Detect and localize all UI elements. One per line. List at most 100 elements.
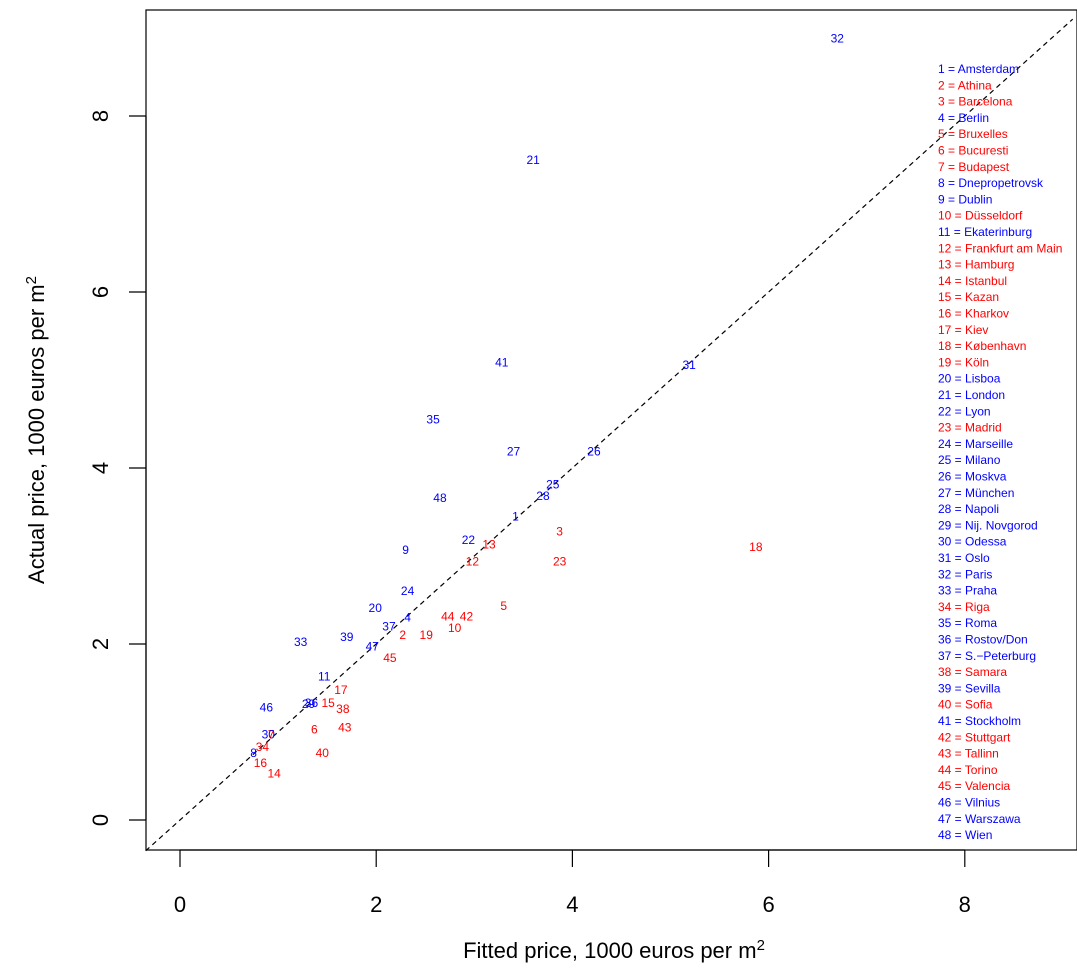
legend-entry: 28 = Napoli bbox=[938, 502, 999, 516]
data-point-5: 5 bbox=[500, 599, 507, 613]
data-point-2: 2 bbox=[399, 628, 406, 642]
legend-entry: 23 = Madrid bbox=[938, 421, 1002, 435]
legend-entry: 42 = Stuttgart bbox=[938, 730, 1011, 744]
data-point-47: 47 bbox=[366, 640, 380, 654]
legend-entry: 31 = Oslo bbox=[938, 551, 990, 565]
legend-entry: 47 = Warszawa bbox=[938, 812, 1021, 826]
legend-entry: 29 = Nij. Novgorod bbox=[938, 518, 1038, 532]
reference-line-group bbox=[145, 18, 1074, 852]
reference-line-y-equals-x bbox=[145, 18, 1074, 852]
data-point-39: 39 bbox=[340, 630, 354, 644]
legend-entry: 26 = Moskva bbox=[938, 470, 1007, 484]
data-point-9: 9 bbox=[402, 543, 409, 557]
data-point-6: 6 bbox=[311, 722, 318, 736]
data-point-12: 12 bbox=[466, 554, 480, 568]
legend: 1 = Amsterdam 2 = Athina 3 = Barcelona 4 = … bbox=[938, 62, 1062, 842]
data-point-10: 10 bbox=[448, 621, 462, 635]
x-axis: 0 2 4 6 8 bbox=[174, 849, 971, 917]
data-point-37: 37 bbox=[382, 619, 396, 633]
legend-entry: 4 = Berlin bbox=[938, 111, 989, 125]
legend-entry: 14 = Istanbul bbox=[938, 274, 1007, 288]
legend-entry: 24 = Marseille bbox=[938, 437, 1013, 451]
data-point-30: 30 bbox=[262, 728, 276, 742]
data-point-17: 17 bbox=[334, 683, 348, 697]
legend-entry: 17 = Kiev bbox=[938, 323, 988, 337]
y-axis-title: Actual price, 1000 euros per m2 bbox=[23, 276, 50, 584]
data-point-14: 14 bbox=[267, 766, 281, 780]
x-axis-title: Fitted price, 1000 euros per m2 bbox=[463, 937, 765, 964]
data-point-3: 3 bbox=[556, 524, 563, 538]
data-point-26: 26 bbox=[587, 444, 601, 458]
legend-entry: 45 = Valencia bbox=[938, 779, 1010, 793]
legend-entry: 19 = Köln bbox=[938, 355, 989, 369]
legend-entry: 11 = Ekaterinburg bbox=[938, 225, 1032, 239]
data-point-32: 32 bbox=[831, 32, 845, 46]
data-point-22: 22 bbox=[462, 533, 476, 547]
legend-entry: 21 = London bbox=[938, 388, 1005, 402]
y-tick-label: 4 bbox=[88, 462, 113, 474]
y-tick-label: 0 bbox=[88, 814, 113, 826]
legend-entry: 35 = Roma bbox=[938, 616, 997, 630]
data-point-36: 36 bbox=[305, 696, 319, 710]
legend-entry: 25 = Milano bbox=[938, 453, 1001, 467]
legend-entry: 3 = Barcelona bbox=[938, 95, 1013, 109]
legend-entry: 44 = Torino bbox=[938, 763, 998, 777]
data-point-43: 43 bbox=[338, 721, 352, 735]
legend-entry: 38 = Samara bbox=[938, 665, 1007, 679]
data-point-45: 45 bbox=[383, 651, 397, 665]
legend-entry: 9 = Dublin bbox=[938, 192, 992, 206]
data-point-18: 18 bbox=[749, 540, 763, 554]
legend-entry: 40 = Sofia bbox=[938, 698, 993, 712]
legend-entry: 1 = Amsterdam bbox=[938, 62, 1019, 76]
y-tick-label: 8 bbox=[88, 110, 113, 122]
x-tick-label: 2 bbox=[370, 892, 382, 917]
data-point-11: 11 bbox=[318, 670, 331, 684]
data-point-13: 13 bbox=[482, 538, 496, 552]
legend-entry: 33 = Praha bbox=[938, 584, 997, 598]
legend-entry: 36 = Rostov/Don bbox=[938, 633, 1028, 647]
data-point-1: 1 bbox=[512, 509, 519, 523]
legend-entry: 46 = Vilnius bbox=[938, 796, 1000, 810]
x-axis-title-sup: 2 bbox=[757, 937, 765, 954]
data-point-34: 34 bbox=[256, 740, 270, 754]
data-point-24: 24 bbox=[401, 584, 415, 598]
legend-entry: 13 = Hamburg bbox=[938, 258, 1014, 272]
legend-entry: 37 = S.−Peterburg bbox=[938, 649, 1036, 663]
data-point-42: 42 bbox=[460, 610, 474, 624]
legend-entry: 30 = Odessa bbox=[938, 535, 1007, 549]
legend-entry: 6 = Bucuresti bbox=[938, 144, 1008, 158]
legend-entry: 22 = Lyon bbox=[938, 404, 991, 418]
data-point-46: 46 bbox=[260, 700, 274, 714]
x-tick-label: 8 bbox=[959, 892, 971, 917]
legend-entry: 16 = Kharkov bbox=[938, 307, 1009, 321]
legend-entry: 7 = Budapest bbox=[938, 160, 1010, 174]
legend-entry: 32 = Paris bbox=[938, 567, 992, 581]
data-point-33: 33 bbox=[294, 635, 308, 649]
legend-entry: 18 = København bbox=[938, 339, 1026, 353]
y-tick-label: 6 bbox=[88, 286, 113, 298]
x-axis-title-main: Fitted price, 1000 euros per m bbox=[463, 938, 756, 963]
legend-entry: 8 = Dnepropetrovsk bbox=[938, 176, 1044, 190]
y-axis-title-sup: 2 bbox=[23, 276, 40, 284]
data-point-21: 21 bbox=[526, 153, 540, 167]
legend-entry: 15 = Kazan bbox=[938, 290, 999, 304]
data-point-25: 25 bbox=[546, 478, 560, 492]
y-tick-label: 2 bbox=[88, 638, 113, 650]
data-point-15: 15 bbox=[321, 696, 335, 710]
data-point-41: 41 bbox=[495, 355, 509, 369]
legend-entry: 43 = Tallinn bbox=[938, 747, 999, 761]
y-axis: 0 2 4 6 8 bbox=[88, 110, 147, 826]
legend-entry: 5 = Bruxelles bbox=[938, 127, 1008, 141]
legend-entry: 27 = München bbox=[938, 486, 1014, 500]
data-point-8: 8 bbox=[250, 746, 257, 760]
data-point-38: 38 bbox=[336, 702, 350, 716]
data-point-7: 7 bbox=[268, 728, 275, 742]
data-point-19: 19 bbox=[420, 628, 434, 642]
legend-entry: 48 = Wien bbox=[938, 828, 992, 842]
point-labels-group: 1234567891011121314151617181920212223242… bbox=[250, 32, 844, 781]
data-point-20: 20 bbox=[369, 601, 383, 615]
legend-entry: 39 = Sevilla bbox=[938, 681, 1001, 695]
x-tick-label: 6 bbox=[762, 892, 774, 917]
data-point-27: 27 bbox=[507, 444, 521, 458]
